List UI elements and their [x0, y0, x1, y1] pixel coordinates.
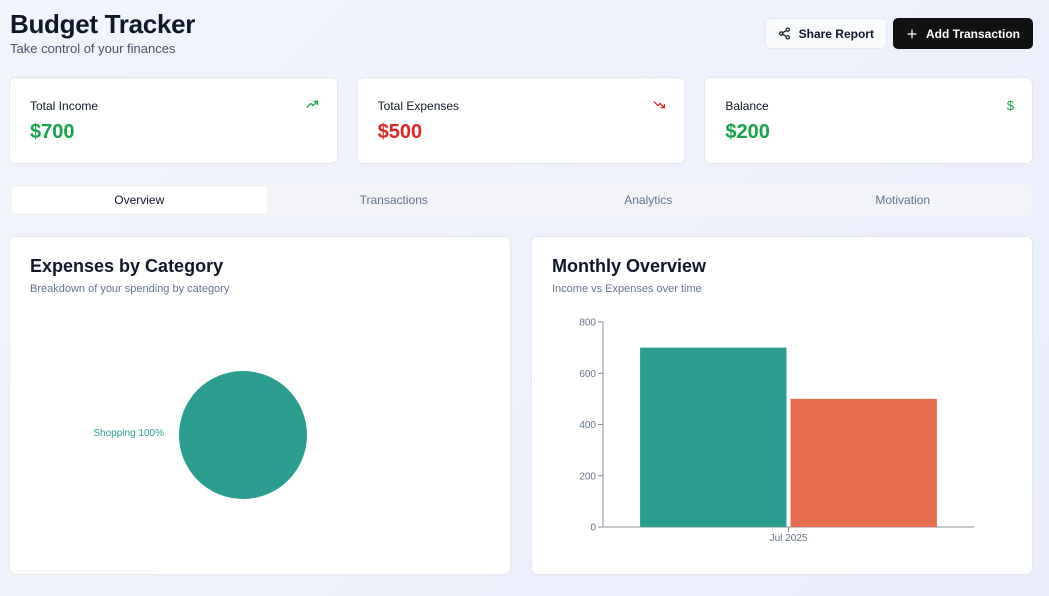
pie-label-shopping: Shopping 100%: [93, 428, 164, 439]
expenses-pie-chart: Shopping 100%: [93, 371, 307, 499]
income-label: Total Income: [30, 99, 99, 113]
app-title: Budget Tracker: [10, 9, 196, 39]
expenses-label: Total Expenses: [377, 99, 460, 113]
share-report-label: Share Report: [798, 26, 874, 41]
share-icon: [778, 27, 790, 40]
tab-transactions[interactable]: Transactions: [359, 193, 428, 207]
add-transaction-label: Add Transaction: [925, 26, 1020, 41]
expenses-card-title: Expenses by Category: [30, 256, 224, 276]
y-tick-label: 200: [579, 471, 596, 482]
x-tick-label: Jul 2025: [770, 533, 808, 544]
monthly-card-title: Monthly Overview: [552, 256, 707, 276]
tab-motivation[interactable]: Motivation: [875, 193, 931, 207]
trending-down-icon: [653, 98, 666, 114]
monthly-overview-card: Monthly Overview Income vs Expenses over…: [531, 236, 1033, 575]
balance-card: Balance $200 $: [704, 77, 1034, 164]
monthly-bar-chart: 0 200 400 600 800 Jul 2025: [579, 318, 974, 544]
y-tick-label: 400: [579, 420, 596, 431]
tab-overview[interactable]: Overview: [12, 187, 267, 213]
balance-label: Balance: [725, 99, 769, 113]
share-report-button[interactable]: Share Report: [764, 18, 887, 49]
trending-up-icon: [306, 98, 319, 114]
header-actions: Share Report Add Transaction: [764, 18, 1033, 49]
monthly-card-subtitle: Income vs Expenses over time: [552, 283, 702, 295]
dollar-icon: $: [1006, 98, 1015, 113]
stats-row: Total Income $700 Total Expenses $500 Ba…: [9, 77, 1034, 164]
y-tick-label: 800: [579, 318, 596, 329]
tab-bar: Overview Transactions Analytics Motivati…: [9, 184, 1033, 216]
add-transaction-button[interactable]: Add Transaction: [892, 18, 1033, 49]
balance-value: $200: [725, 121, 770, 143]
y-tick-label: 0: [590, 523, 596, 534]
expenses-by-category-card: Expenses by Category Breakdown of your s…: [9, 236, 511, 575]
income-card: Total Income $700: [9, 77, 338, 164]
bar-income[interactable]: [640, 347, 787, 527]
app-subtitle: Take control of your finances: [10, 41, 176, 56]
pie-slice-shopping[interactable]: [179, 371, 307, 499]
expenses-value: $500: [377, 121, 423, 143]
plus-icon: [907, 28, 917, 39]
income-value: $700: [30, 121, 75, 143]
expenses-card-subtitle: Breakdown of your spending by category: [30, 283, 230, 295]
y-tick-label: 600: [579, 369, 596, 380]
bar-expenses[interactable]: [790, 398, 937, 527]
tab-analytics[interactable]: Analytics: [624, 193, 673, 207]
header: Budget Tracker Take control of your fina…: [10, 8, 195, 56]
expenses-card: Total Expenses $500: [356, 77, 686, 164]
